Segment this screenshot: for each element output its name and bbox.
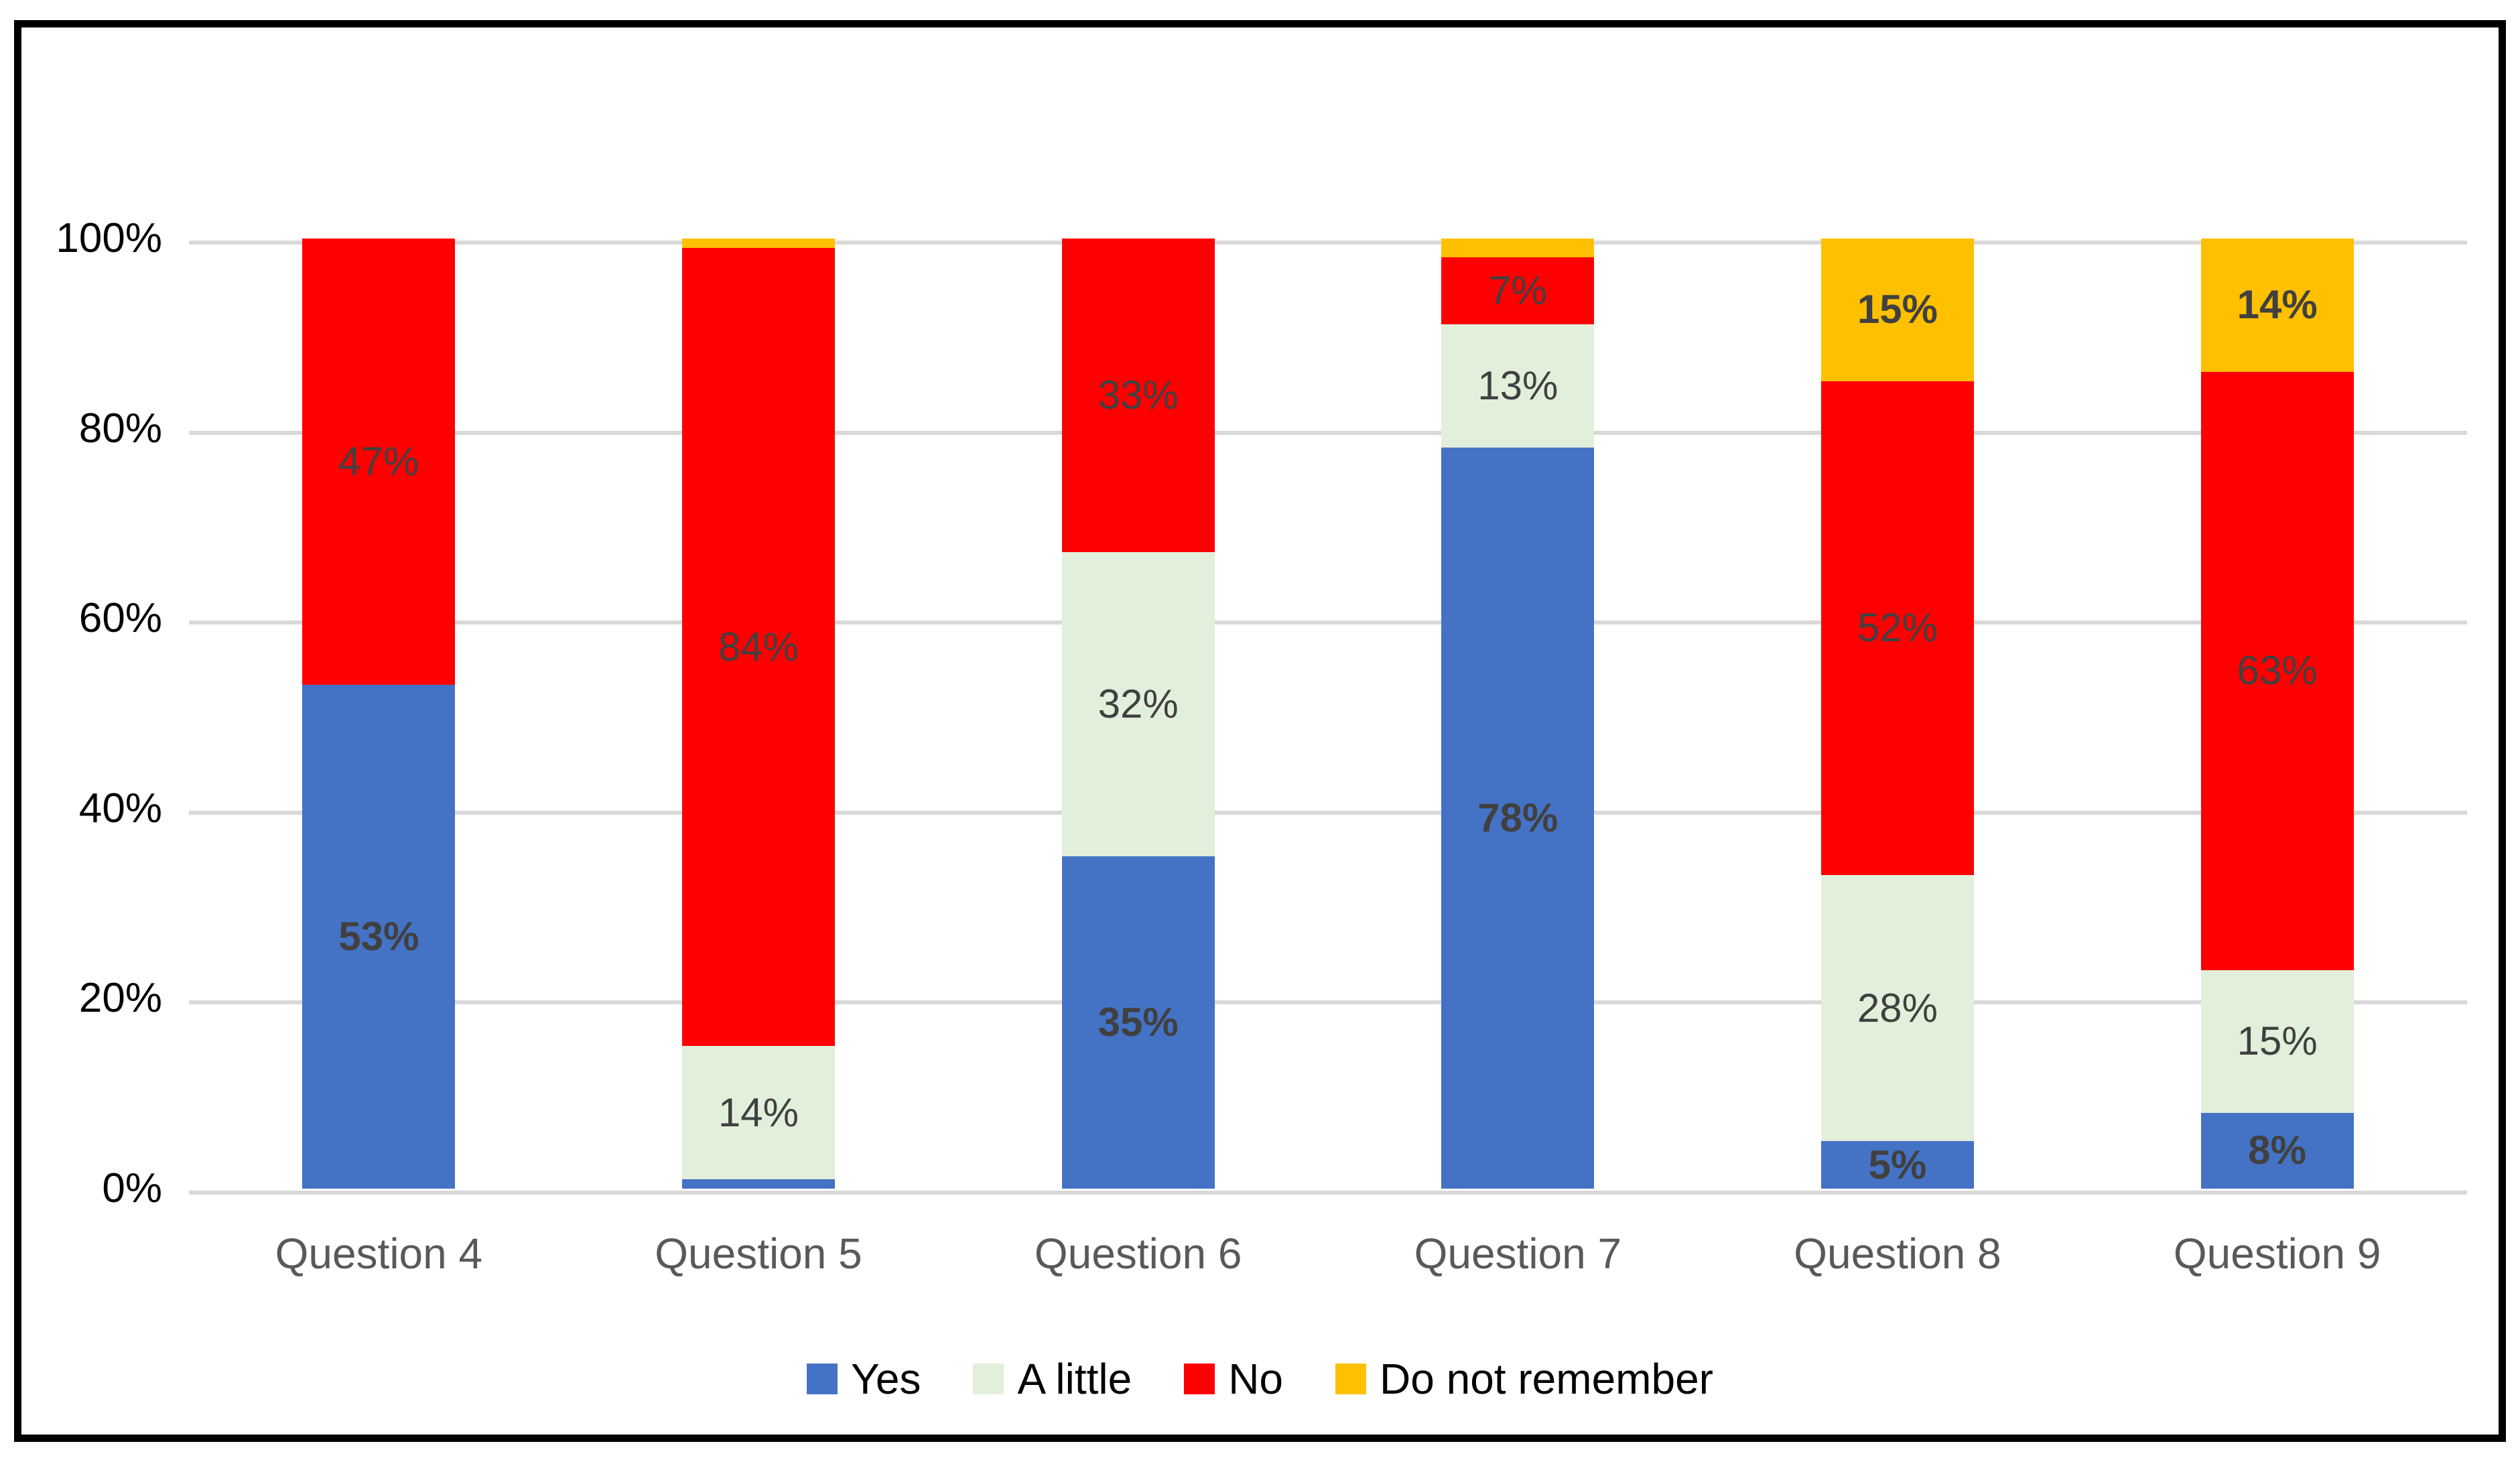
segment-yes: 53% [302, 685, 456, 1189]
bar-column-7: 78% 13% 7% [1328, 239, 1708, 1189]
data-label: 13% [1477, 362, 1559, 408]
y-axis-tick-label: 80% [78, 405, 162, 452]
segment-no: 47% [302, 239, 456, 685]
legend-color-swatch [1184, 1364, 1215, 1394]
gridline-0 [189, 1191, 2467, 1195]
data-label: 14% [718, 1089, 799, 1135]
stacked-bar: 5% 28% 52% 15% [1820, 239, 1974, 1189]
segment-do-not-remember [1441, 239, 1595, 258]
legend-item-no: No [1184, 1357, 1283, 1400]
segment-yes [681, 1179, 835, 1189]
segment-do-not-remember: 15% [1820, 239, 1974, 381]
legend-label: Do not remember [1380, 1355, 1713, 1403]
y-axis-tick-label: 100% [56, 215, 162, 261]
y-axis-tick-label: 60% [78, 595, 162, 642]
y-axis-tick-label: 20% [78, 975, 162, 1022]
data-label: 63% [2237, 648, 2318, 693]
segment-no: 63% [2200, 371, 2354, 970]
segment-a-little: 13% [1441, 324, 1595, 448]
category-label: Question 8 [1794, 1230, 2001, 1278]
segment-a-little: 15% [2200, 970, 2354, 1113]
category-label: Question 5 [655, 1230, 862, 1278]
data-label: 8% [2248, 1128, 2307, 1173]
category-label: Question 9 [2173, 1230, 2381, 1278]
stacked-bar: 14% 84% [681, 239, 835, 1189]
stacked-bar: 53% 47% [302, 239, 456, 1189]
data-label: 5% [1868, 1142, 1927, 1187]
category-label: Question 6 [1034, 1230, 1242, 1278]
data-label: 15% [2237, 1018, 2318, 1064]
gridline-40 [189, 810, 2467, 815]
segment-no: 52% [1820, 381, 1974, 876]
segment-no: 7% [1441, 257, 1595, 324]
data-label: 35% [1098, 999, 1179, 1045]
legend-item-yes: Yes [807, 1357, 921, 1400]
bar-column-6: 35% 32% 33% [948, 239, 1328, 1189]
legend-color-swatch [973, 1364, 1004, 1394]
data-label: 33% [1098, 372, 1179, 417]
gridline-100 [189, 241, 2467, 245]
gridline-80 [189, 430, 2467, 435]
legend-color-swatch [1335, 1364, 1366, 1394]
chart-legend: Yes A little No Do not remember [21, 1357, 2499, 1400]
bar-column-4: 53% 47% [189, 239, 569, 1189]
data-label: 32% [1098, 681, 1179, 726]
legend-item-a-little: A little [973, 1357, 1132, 1400]
gridline-60 [189, 620, 2467, 625]
category-label: Question 4 [275, 1230, 483, 1278]
stacked-bar: 8% 15% 63% 14% [2200, 239, 2354, 1189]
chart-frame-border: 0% 20% 40% 60% 80% 100% 53% 47% 14% 84% 35% 32% 33% 7… [14, 20, 2506, 1442]
segment-do-not-remember: 14% [2200, 239, 2354, 372]
stacked-bar: 35% 32% 33% [1061, 239, 1215, 1189]
bar-column-9: 8% 15% 63% 14% [2087, 239, 2467, 1189]
data-label: 84% [718, 624, 799, 669]
data-label: 52% [1857, 605, 1938, 651]
segment-a-little: 32% [1061, 551, 1215, 856]
segment-a-little: 28% [1820, 875, 1974, 1142]
stacked-bar: 78% 13% 7% [1441, 239, 1595, 1189]
category-label: Question 7 [1414, 1230, 1622, 1278]
segment-no: 33% [1061, 239, 1215, 552]
y-axis-tick-label: 0% [102, 1165, 162, 1211]
legend-label: No [1228, 1355, 1283, 1403]
segment-yes: 78% [1441, 447, 1595, 1189]
legend-color-swatch [807, 1364, 838, 1394]
legend-label: Yes [851, 1355, 921, 1403]
data-label: 53% [338, 914, 419, 959]
gridline-20 [189, 1000, 2467, 1005]
data-label: 14% [2237, 282, 2318, 328]
bar-column-5: 14% 84% [569, 239, 949, 1189]
data-label: 78% [1477, 795, 1559, 840]
data-label: 47% [338, 439, 419, 484]
legend-item-do-not-remember: Do not remember [1335, 1357, 1713, 1400]
legend-label: A little [1017, 1355, 1132, 1403]
segment-yes: 8% [2200, 1112, 2354, 1189]
data-label: 28% [1857, 985, 1938, 1031]
segment-no: 84% [681, 248, 835, 1047]
segment-yes: 35% [1061, 856, 1215, 1189]
bar-column-8: 5% 28% 52% 15% [1708, 239, 2088, 1189]
y-axis-tick-label: 40% [78, 785, 162, 832]
data-label: 15% [1857, 287, 1938, 332]
segment-yes: 5% [1820, 1141, 1974, 1189]
segment-a-little: 14% [681, 1046, 835, 1179]
segment-do-not-remember [681, 239, 835, 249]
data-label: 7% [1488, 268, 1547, 314]
plot-area: 0% 20% 40% 60% 80% 100% 53% 47% 14% 84% 35% 32% 33% 7… [56, 218, 2467, 1209]
